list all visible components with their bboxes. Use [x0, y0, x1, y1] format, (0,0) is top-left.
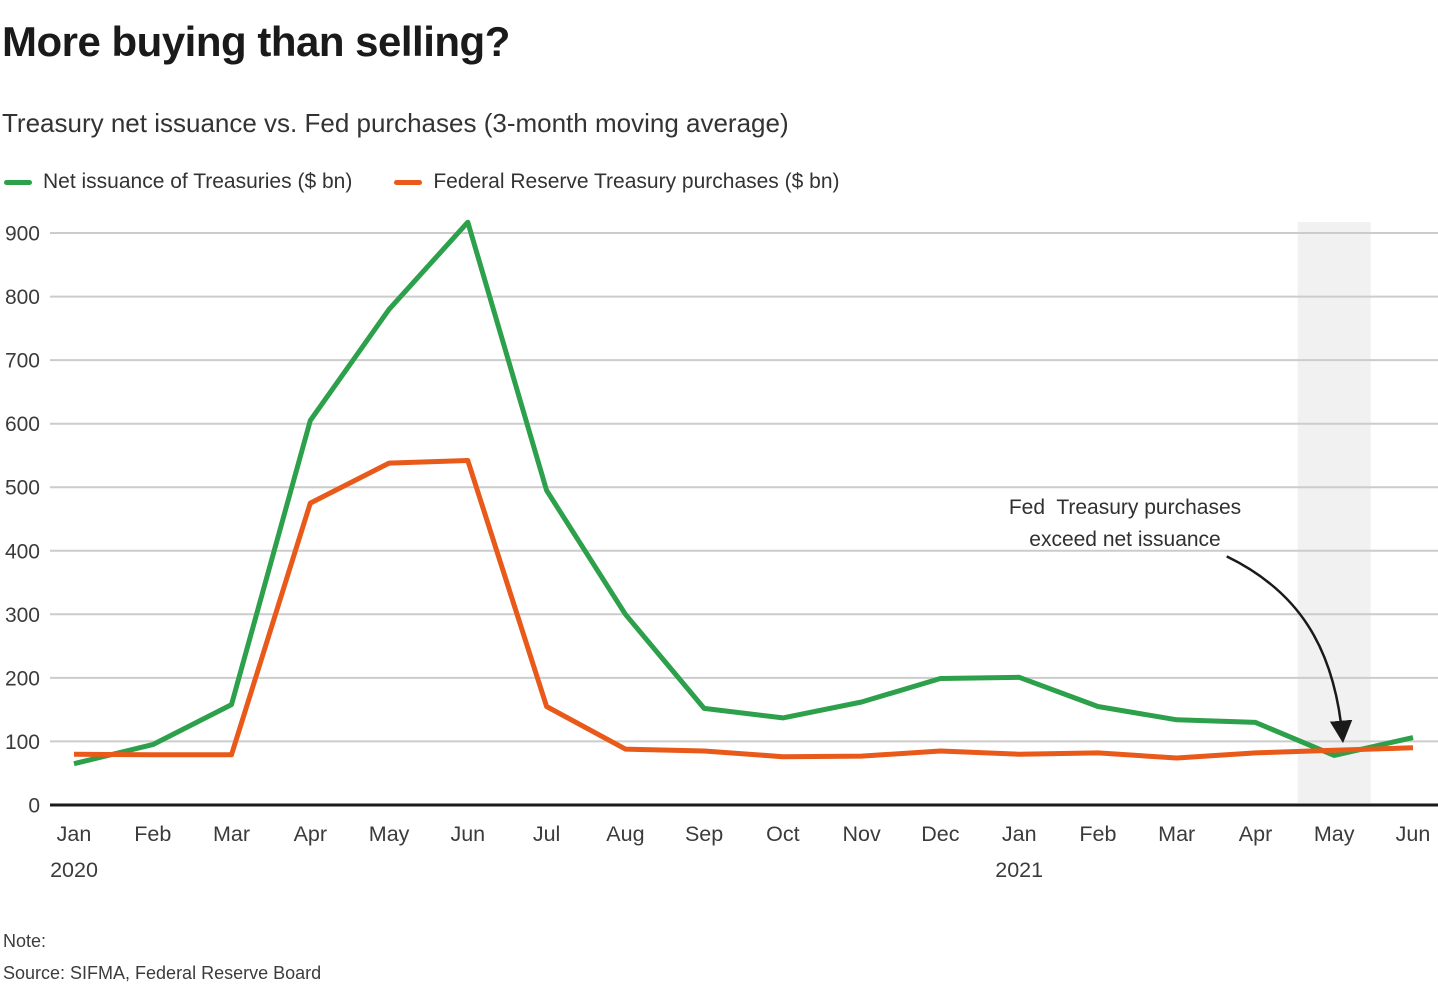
x-axis-label: Jun [450, 822, 485, 846]
y-axis-label: 200 [5, 667, 40, 690]
y-axis-label: 700 [5, 350, 40, 373]
x-axis-label: May [1314, 822, 1355, 846]
x-axis-label: Apr [294, 822, 327, 846]
x-axis-label: Oct [766, 822, 799, 846]
y-axis-label: 900 [5, 223, 40, 246]
x-axis-label: Apr [1239, 822, 1272, 846]
x-axis-label: Mar [213, 822, 250, 846]
source-text: Source: SIFMA, Federal Reserve Board [3, 963, 322, 983]
annotation-arrow [1226, 555, 1353, 744]
x-axis-year-label: 2020 [50, 858, 98, 882]
y-axis-label: 100 [5, 731, 40, 754]
legend: Net issuance of Treasuries ($ bn) Federal… [4, 170, 840, 194]
x-axis-label: Feb [1079, 822, 1116, 846]
x-axis-label: Aug [606, 822, 644, 846]
x-axis-year-label: 2021 [995, 858, 1043, 882]
fed-purchases-line [73, 458, 1414, 761]
x-axis-label: Jan [1002, 822, 1037, 846]
y-axis-label: 800 [5, 286, 40, 309]
x-axis-label: Mar [1158, 822, 1195, 846]
highlight-band [1297, 222, 1371, 803]
legend-item-net-issuance: Net issuance of Treasuries ($ bn) [4, 170, 352, 194]
legend-label: Federal Reserve Treasury purchases ($ bn… [433, 170, 840, 193]
x-axis-label: Sep [685, 822, 723, 846]
y-axis-label: 400 [5, 540, 40, 563]
y-axis-label: 0 [28, 795, 40, 818]
net-issuance-line [73, 219, 1414, 767]
x-axis-label: Feb [134, 822, 171, 846]
y-axis-label: 600 [5, 413, 40, 436]
x-axis-label: Jan [57, 822, 92, 846]
legend-swatch-net-issuance [4, 179, 32, 185]
chart-annotation: Fed Treasury purchases exceed net issuan… [1008, 496, 1242, 551]
note-label: Note: [3, 931, 47, 951]
legend-swatch-fed-purchases [394, 179, 423, 185]
x-axis-label: Dec [921, 822, 959, 846]
x-axis-label: Jun [1396, 822, 1431, 846]
x-axis-label: Nov [842, 822, 880, 846]
y-axis-label: 300 [5, 604, 40, 627]
legend-label: Net issuance of Treasuries ($ bn) [43, 170, 353, 193]
x-axis-label: Jul [533, 822, 560, 846]
chart-subtitle: Treasury net issuance vs. Fed purchases … [2, 108, 789, 138]
x-axis-label: May [369, 822, 410, 846]
legend-item-fed-purchases: Federal Reserve Treasury purchases ($ bn… [394, 170, 840, 194]
y-axis-label: 500 [5, 477, 40, 500]
chart-title: More buying than selling? [2, 18, 510, 65]
